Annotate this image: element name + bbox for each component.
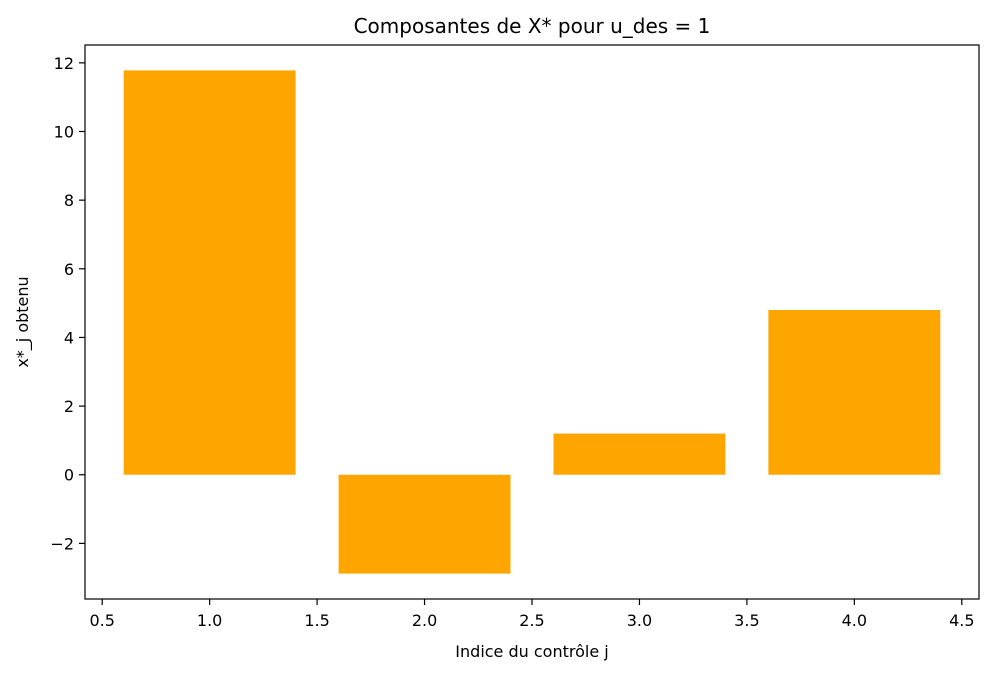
y-axis-label: x*_j obtenu bbox=[13, 276, 33, 367]
chart-title: Composantes de X* pour u_des = 1 bbox=[354, 14, 711, 38]
y-tick-label: 0 bbox=[64, 466, 74, 485]
y-tick-label: 2 bbox=[64, 397, 74, 416]
y-tick-label: 10 bbox=[54, 122, 74, 141]
bar-3 bbox=[553, 433, 726, 475]
x-tick-label: 4.0 bbox=[842, 611, 867, 630]
y-tick-label: 4 bbox=[64, 328, 74, 347]
y-tick-label: 6 bbox=[64, 260, 74, 279]
bar-4 bbox=[768, 309, 941, 475]
y-tick-label: −2 bbox=[50, 534, 74, 553]
y-axis-ticks: −2 0 2 4 6 8 10 12 bbox=[50, 54, 85, 553]
x-tick-label: 2.0 bbox=[412, 611, 437, 630]
x-tick-label: 3.5 bbox=[734, 611, 759, 630]
x-tick-label: 1.0 bbox=[197, 611, 222, 630]
x-tick-label: 4.5 bbox=[949, 611, 974, 630]
x-tick-label: 1.5 bbox=[304, 611, 329, 630]
y-tick-label: 8 bbox=[64, 191, 74, 210]
bar-2 bbox=[338, 474, 511, 574]
x-tick-label: 0.5 bbox=[89, 611, 114, 630]
x-axis-ticks: 0.5 1.0 1.5 2.0 2.5 3.0 3.5 4.0 4.5 bbox=[89, 599, 975, 630]
x-axis-label: Indice du contrôle j bbox=[455, 642, 608, 661]
x-tick-label: 2.5 bbox=[519, 611, 544, 630]
y-tick-label: 12 bbox=[54, 54, 74, 73]
x-tick-label: 3.0 bbox=[627, 611, 652, 630]
bars-group bbox=[123, 70, 941, 574]
bar-1 bbox=[123, 70, 296, 475]
